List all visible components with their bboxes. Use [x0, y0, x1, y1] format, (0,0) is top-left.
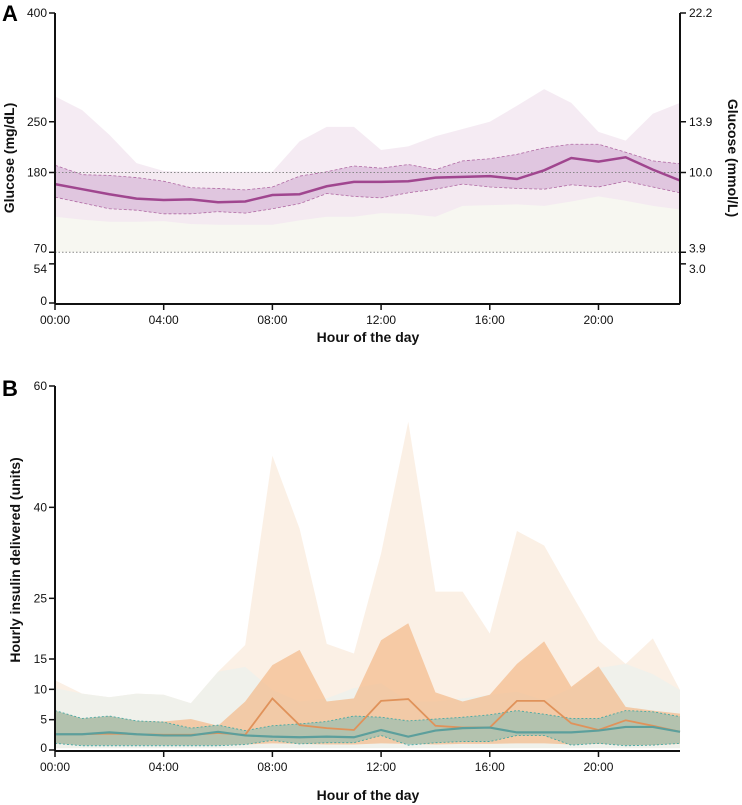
iqr-band — [55, 144, 680, 214]
y-right-tick-label: 3.9 — [689, 241, 706, 255]
y-tick-label: 10 — [34, 682, 48, 696]
iqr-upper-line — [54, 143, 681, 191]
panel-a-y-axis-right-label: Glucose (mmol/L) — [725, 99, 741, 217]
y-tick-label: 25 — [34, 591, 48, 605]
teal-iqr-band — [55, 710, 680, 746]
y-tick-label: 250 — [27, 115, 47, 129]
panel-a-x-axis-label: Hour of the day — [317, 329, 420, 345]
y-tick-label: 54 — [34, 262, 48, 276]
x-tick-label: 16:00 — [475, 313, 505, 327]
y-tick-label: 180 — [27, 166, 47, 180]
y-tick-label: 0 — [40, 294, 47, 308]
y-right-tick-label: 3.0 — [689, 262, 706, 276]
x-tick-label: 00:00 — [40, 760, 70, 774]
y-right-tick-label: 13.9 — [689, 115, 713, 129]
y-right-tick-label: 10.0 — [689, 166, 713, 180]
y-tick-label: 0 — [40, 741, 47, 755]
panel-a-y-axis-label: Glucose (mg/dL) — [1, 103, 17, 213]
median-line — [54, 155, 681, 204]
iqr-lower-line — [54, 180, 681, 215]
panel-a: A 0 54 70 180 250 400 3.0 3.9 10.0 13.9 22.2 00:00 0… — [1, 1, 741, 345]
panel-b-y-axis-label: Hourly insulin delivered (units) — [7, 457, 23, 662]
panel-b-x-axis-label: Hour of the day — [317, 787, 420, 803]
panel-b-label: B — [2, 376, 18, 401]
teal-iqr-lower-line — [54, 734, 681, 747]
x-tick-label: 20:00 — [583, 313, 613, 327]
y-tick-label: 5 — [40, 713, 47, 727]
x-tick-label: 04:00 — [149, 760, 179, 774]
teal-median-line — [55, 725, 681, 739]
y-tick-label: 60 — [34, 379, 48, 393]
x-tick-label: 12:00 — [366, 760, 396, 774]
y-tick-label: 70 — [34, 241, 48, 255]
panel-a-label: A — [2, 1, 18, 26]
x-tick-label: 12:00 — [366, 313, 396, 327]
y-right-tick-label: 22.2 — [689, 6, 713, 20]
x-tick-label: 00:00 — [40, 313, 70, 327]
x-tick-label: 16:00 — [475, 760, 505, 774]
panel-b: B 0 5 10 15 25 40 60 00:00 04:00 08:00 12:00 16:00 2… — [2, 376, 681, 803]
x-tick-label: 08:00 — [257, 313, 287, 327]
y-tick-label: 40 — [34, 500, 48, 514]
y-tick-label: 400 — [27, 6, 47, 20]
y-tick-label: 15 — [34, 652, 48, 666]
x-tick-label: 08:00 — [257, 760, 287, 774]
x-tick-label: 20:00 — [583, 760, 613, 774]
x-tick-label: 04:00 — [149, 313, 179, 327]
